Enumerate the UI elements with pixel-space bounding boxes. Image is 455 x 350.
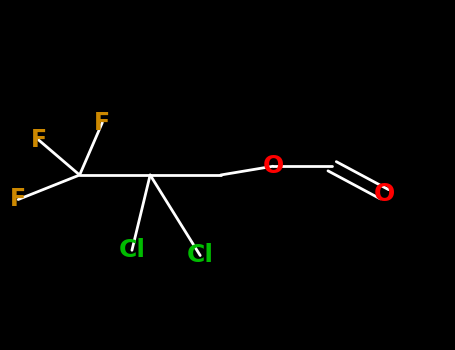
- Text: F: F: [30, 128, 47, 152]
- Text: Cl: Cl: [187, 244, 214, 267]
- Text: F: F: [10, 188, 26, 211]
- Text: Cl: Cl: [118, 238, 146, 262]
- Text: F: F: [94, 111, 111, 134]
- Text: O: O: [374, 182, 395, 206]
- Text: O: O: [263, 154, 283, 178]
